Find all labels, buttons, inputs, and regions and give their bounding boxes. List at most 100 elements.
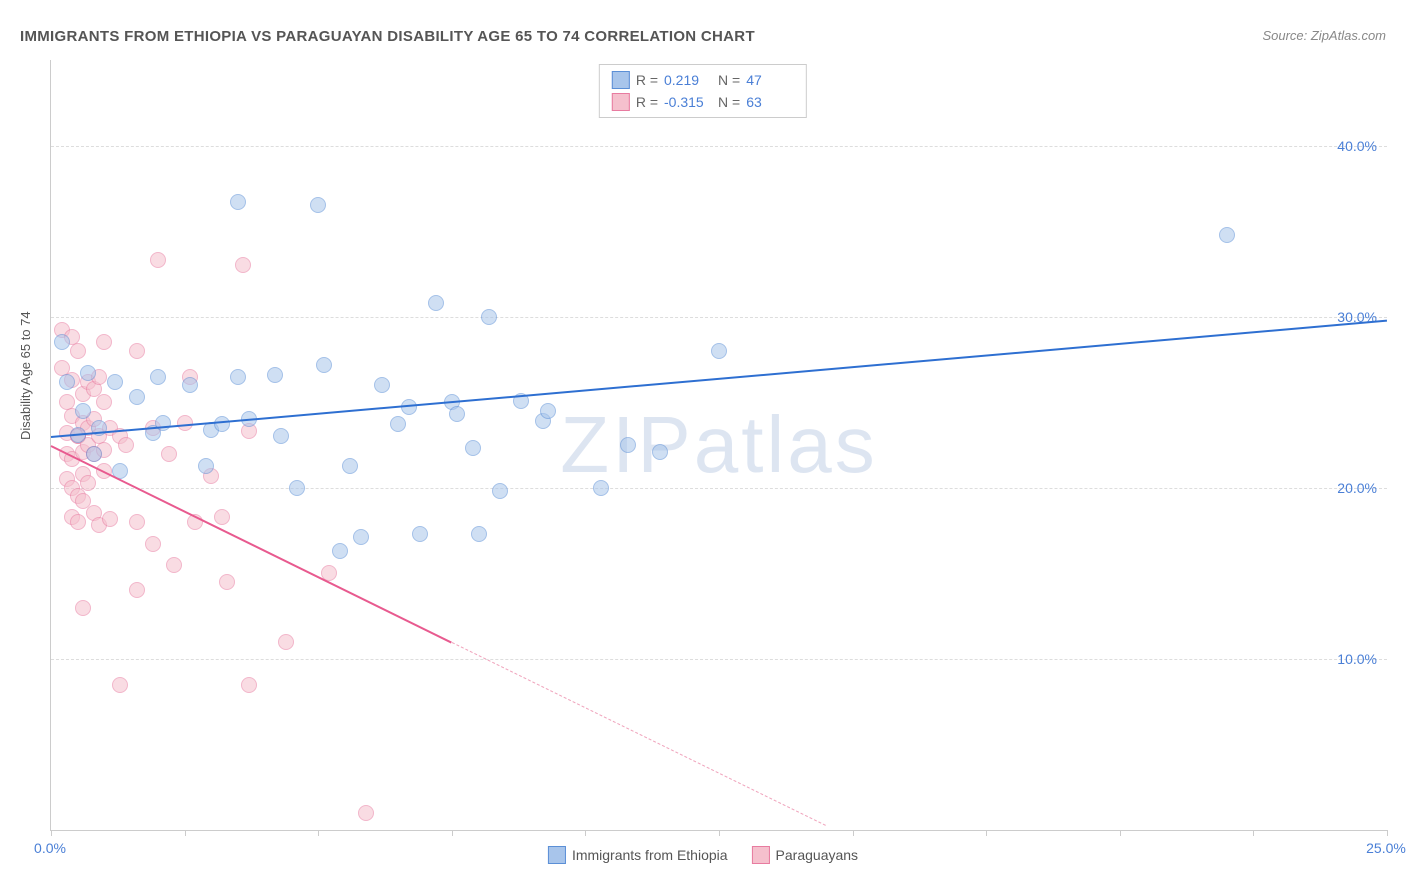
data-point (70, 514, 86, 530)
legend-item: Immigrants from Ethiopia (548, 846, 728, 864)
x-tick (986, 830, 987, 836)
data-point (593, 480, 609, 496)
x-tick (853, 830, 854, 836)
data-point (70, 343, 86, 359)
chart-title: IMMIGRANTS FROM ETHIOPIA VS PARAGUAYAN D… (20, 28, 755, 45)
x-tick-label: 25.0% (1366, 840, 1406, 856)
y-tick-label: 20.0% (1337, 480, 1377, 496)
data-point (59, 374, 75, 390)
watermark: ZIPatlas (560, 399, 877, 491)
data-point (150, 369, 166, 385)
source-attribution: Source: ZipAtlas.com (1262, 28, 1386, 43)
x-tick (452, 830, 453, 836)
data-point (390, 416, 406, 432)
plot-area: ZIPatlas 10.0%20.0%30.0%40.0% (50, 60, 1387, 831)
y-tick-label: 40.0% (1337, 138, 1377, 154)
data-point (492, 483, 508, 499)
data-point (182, 377, 198, 393)
data-point (80, 475, 96, 491)
legend-swatch (612, 93, 630, 111)
data-point (102, 511, 118, 527)
data-point (241, 677, 257, 693)
data-point (198, 458, 214, 474)
gridline (51, 317, 1387, 318)
y-axis-label: Disability Age 65 to 74 (18, 311, 33, 440)
data-point (235, 257, 251, 273)
data-point (332, 543, 348, 559)
data-point (80, 365, 96, 381)
legend-swatch (612, 71, 630, 89)
data-point (219, 574, 235, 590)
data-point (465, 440, 481, 456)
data-point (273, 428, 289, 444)
n-value: 63 (746, 94, 794, 110)
x-tick (318, 830, 319, 836)
x-tick (51, 830, 52, 836)
x-tick (185, 830, 186, 836)
data-point (620, 437, 636, 453)
data-point (75, 600, 91, 616)
legend-row: R = 0.219 N = 47 (612, 69, 794, 91)
data-point (129, 343, 145, 359)
data-point (166, 557, 182, 573)
correlation-legend: R = 0.219 N = 47 R = -0.315 N = 63 (599, 64, 807, 118)
data-point (401, 399, 417, 415)
series-legend: Immigrants from Ethiopia Paraguayans (548, 846, 858, 864)
data-point (230, 194, 246, 210)
data-point (145, 536, 161, 552)
data-point (129, 389, 145, 405)
trendline (51, 445, 453, 644)
data-point (96, 394, 112, 410)
x-tick (719, 830, 720, 836)
legend-swatch (548, 846, 566, 864)
data-point (230, 369, 246, 385)
data-point (214, 509, 230, 525)
data-point (358, 805, 374, 821)
data-point (310, 197, 326, 213)
r-label: R = (636, 72, 658, 88)
data-point (449, 406, 465, 422)
data-point (86, 446, 102, 462)
data-point (652, 444, 668, 460)
data-point (353, 529, 369, 545)
data-point (54, 334, 70, 350)
data-point (129, 514, 145, 530)
data-point (316, 357, 332, 373)
data-point (75, 403, 91, 419)
data-point (278, 634, 294, 650)
data-point (107, 374, 123, 390)
gridline (51, 146, 1387, 147)
x-tick (585, 830, 586, 836)
data-point (412, 526, 428, 542)
data-point (177, 415, 193, 431)
y-tick-label: 10.0% (1337, 651, 1377, 667)
legend-item: Paraguayans (752, 846, 859, 864)
r-value: 0.219 (664, 72, 712, 88)
n-value: 47 (746, 72, 794, 88)
gridline (51, 659, 1387, 660)
data-point (540, 403, 556, 419)
n-label: N = (718, 94, 740, 110)
r-value: -0.315 (664, 94, 712, 110)
data-point (129, 582, 145, 598)
data-point (471, 526, 487, 542)
legend-label: Paraguayans (776, 847, 859, 863)
x-tick (1253, 830, 1254, 836)
data-point (481, 309, 497, 325)
data-point (150, 252, 166, 268)
data-point (118, 437, 134, 453)
r-label: R = (636, 94, 658, 110)
legend-label: Immigrants from Ethiopia (572, 847, 728, 863)
legend-row: R = -0.315 N = 63 (612, 91, 794, 113)
data-point (428, 295, 444, 311)
data-point (96, 334, 112, 350)
data-point (161, 446, 177, 462)
x-tick (1387, 830, 1388, 836)
n-label: N = (718, 72, 740, 88)
x-tick (1120, 830, 1121, 836)
data-point (267, 367, 283, 383)
data-point (342, 458, 358, 474)
gridline (51, 488, 1387, 489)
data-point (374, 377, 390, 393)
data-point (289, 480, 305, 496)
